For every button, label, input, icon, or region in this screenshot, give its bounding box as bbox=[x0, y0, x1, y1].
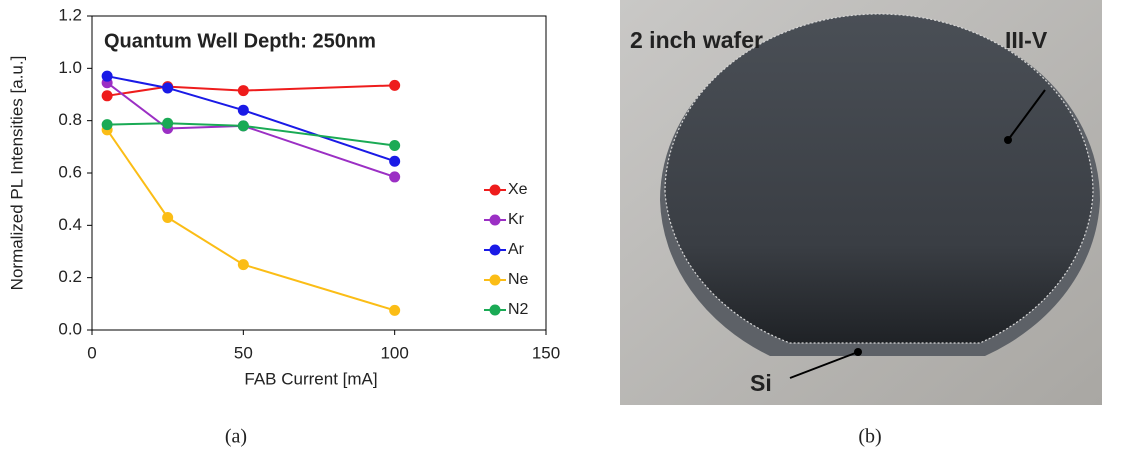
data-point bbox=[237, 120, 249, 132]
series-line bbox=[107, 122, 395, 147]
legend-dot bbox=[489, 214, 501, 226]
legend-label: Xe bbox=[508, 181, 528, 198]
wafer bbox=[664, 13, 1094, 344]
data-point bbox=[389, 140, 401, 152]
data-point bbox=[101, 90, 113, 102]
series-line bbox=[106, 81, 395, 178]
legend-label: Ar bbox=[508, 241, 525, 258]
photo-label: Si bbox=[750, 370, 772, 396]
legend-label: Kr bbox=[508, 211, 525, 228]
data-point bbox=[162, 211, 174, 223]
series-line bbox=[106, 129, 395, 312]
x-axis-title: FAB Current [mA] bbox=[244, 369, 377, 388]
x-tick-label: 100 bbox=[380, 343, 408, 362]
legend-dot bbox=[489, 184, 501, 196]
series-line bbox=[106, 84, 395, 97]
leader bbox=[789, 351, 859, 379]
data-point bbox=[162, 82, 174, 94]
y-tick-label: 0.2 bbox=[58, 267, 82, 286]
y-tick-label: 0.4 bbox=[58, 215, 82, 234]
legend-dot bbox=[489, 304, 501, 316]
data-point bbox=[237, 259, 249, 271]
y-tick-label: 0.8 bbox=[58, 110, 82, 129]
x-tick-label: 0 bbox=[87, 343, 96, 362]
photo-label: III-V bbox=[1005, 27, 1048, 53]
leader-dot bbox=[1004, 136, 1012, 144]
plot-area bbox=[91, 15, 547, 331]
data-point bbox=[237, 85, 249, 97]
data-point bbox=[389, 304, 401, 316]
data-point bbox=[237, 104, 249, 116]
leader-dot bbox=[854, 348, 862, 356]
data-point bbox=[101, 119, 113, 131]
y-tick-label: 0.0 bbox=[58, 319, 82, 338]
y-tick-label: 1.0 bbox=[58, 58, 82, 77]
legend-dot bbox=[489, 274, 501, 286]
photo: 2 inch wafer III-V Si bbox=[620, 0, 1102, 405]
caption: (b) bbox=[858, 426, 881, 448]
leader bbox=[1007, 89, 1046, 141]
data-point bbox=[162, 117, 174, 129]
photo-label: 2 inch wafer bbox=[630, 27, 763, 53]
y-axis-title: Normalized PL Intensities [a.u.] bbox=[7, 56, 26, 291]
annotation: Quantum Well Depth: 250nm bbox=[104, 30, 376, 52]
y-tick-label: 0.6 bbox=[58, 162, 82, 181]
legend-label: Ne bbox=[508, 271, 529, 288]
data-point bbox=[389, 171, 401, 183]
data-point bbox=[101, 70, 113, 82]
x-tick-label: 150 bbox=[532, 343, 560, 362]
data-point bbox=[389, 79, 401, 91]
y-tick-label: 1.2 bbox=[58, 5, 82, 24]
legend-dot bbox=[489, 244, 501, 256]
legend-label: N2 bbox=[508, 301, 529, 318]
x-tick-label: 50 bbox=[234, 343, 253, 362]
caption: (a) bbox=[225, 426, 247, 448]
data-point bbox=[389, 155, 401, 167]
